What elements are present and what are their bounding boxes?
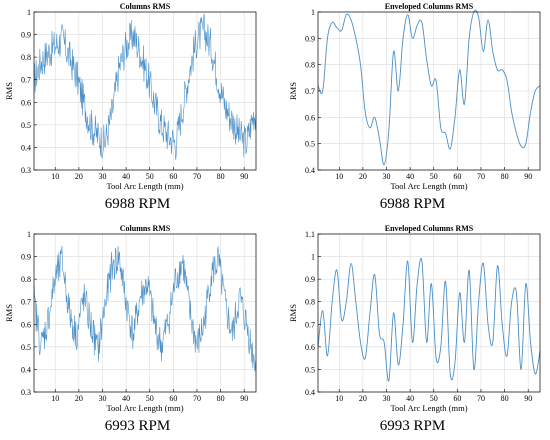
x-tick-label: 40 — [406, 394, 414, 403]
y-tick-label: 0.6 — [305, 343, 315, 352]
x-tick-label: 80 — [217, 172, 225, 181]
x-tick-label: 70 — [477, 394, 485, 403]
x-tick-label: 20 — [75, 394, 83, 403]
y-tick-label: 0.4 — [21, 143, 31, 152]
y-tick-label: 0.9 — [305, 34, 315, 43]
y-tick-label: 1.1 — [305, 230, 315, 239]
chart-panel: 10 20 30 40 50 60 70 80 90 0.3 0.4 0.5 0.6 0.7 0.8 0.9 1… — [4, 2, 257, 191]
series-line — [33, 13, 257, 160]
x-tick-label: 20 — [359, 394, 367, 403]
y-tick-label: 0.6 — [21, 320, 31, 329]
x-tick-label: 60 — [169, 394, 177, 403]
x-tick-label: 10 — [51, 172, 59, 181]
y-tick-label: 0.5 — [21, 121, 31, 130]
y-tick-label: 0.3 — [21, 388, 31, 397]
y-tick-label: 0.9 — [305, 275, 315, 284]
y-tick-label: 0.8 — [21, 53, 31, 62]
series-line — [317, 9, 541, 166]
panel-caption: 6993 RPM — [104, 418, 171, 434]
axes-frame — [33, 233, 257, 393]
y-tick-label: 0.5 — [21, 343, 31, 352]
x-tick-label: 60 — [169, 172, 177, 181]
panel-caption: 6988 RPM — [379, 196, 446, 212]
chart-panel: 10 20 30 40 50 60 70 80 90 0.4 0.5 0.6 0.7 0.8 0.9 1 1.1… — [288, 224, 541, 413]
y-tick-label: 0.8 — [21, 275, 31, 284]
y-tick-label: 0.4 — [21, 365, 31, 374]
x-tick-label: 40 — [406, 172, 414, 181]
chart-panel: 10 20 30 40 50 60 70 80 90 0.4 0.5 0.6 0.7 0.8 0.9 1 Env… — [288, 2, 541, 191]
y-tick-label: 1 — [311, 253, 315, 262]
x-tick-label: 60 — [453, 394, 461, 403]
y-tick-label: 0.4 — [305, 166, 315, 175]
x-tick-label: 10 — [335, 172, 343, 181]
series-line — [33, 245, 257, 372]
x-tick-label: 30 — [98, 394, 106, 403]
series-line — [317, 258, 541, 382]
y-tick-label: 0.3 — [21, 166, 31, 175]
x-tick-label: 90 — [240, 172, 248, 181]
x-tick-label: 50 — [146, 394, 154, 403]
x-tick-label: 90 — [524, 172, 532, 181]
x-tick-label: 70 — [477, 172, 485, 181]
x-tick-label: 40 — [122, 394, 130, 403]
x-tick-label: 80 — [501, 172, 509, 181]
y-tick-label: 0.9 — [21, 31, 31, 40]
x-tick-label: 10 — [51, 394, 59, 403]
x-tick-label: 50 — [146, 172, 154, 181]
y-tick-label: 0.7 — [305, 320, 315, 329]
x-axis-label: Tool Arc Length (mm) — [390, 181, 467, 191]
chart-title: Enveloped Columns RMS — [385, 224, 474, 233]
y-tick-label: 0.7 — [21, 76, 31, 85]
x-tick-label: 70 — [193, 172, 201, 181]
x-tick-label: 30 — [382, 394, 390, 403]
chart-title: Columns RMS — [120, 224, 171, 233]
y-tick-label: 0.8 — [305, 298, 315, 307]
x-tick-label: 80 — [501, 394, 509, 403]
x-tick-label: 50 — [430, 172, 438, 181]
panel-caption: 6993 RPM — [379, 418, 446, 434]
x-tick-label: 30 — [382, 172, 390, 181]
y-tick-label: 0.5 — [305, 365, 315, 374]
x-tick-label: 50 — [430, 394, 438, 403]
x-axis-label: Tool Arc Length (mm) — [106, 181, 183, 191]
y-axis-label: RMS — [4, 82, 14, 100]
chart-title: Columns RMS — [120, 2, 171, 11]
x-tick-label: 30 — [98, 172, 106, 181]
x-axis-label: Tool Arc Length (mm) — [390, 403, 467, 413]
x-tick-label: 20 — [75, 172, 83, 181]
x-tick-label: 70 — [193, 394, 201, 403]
chart-title: Enveloped Columns RMS — [385, 2, 474, 11]
y-tick-label: 0.6 — [21, 98, 31, 107]
y-tick-label: 0.7 — [21, 298, 31, 307]
y-tick-label: 1 — [311, 8, 315, 17]
y-tick-label: 1 — [27, 230, 31, 239]
x-tick-label: 40 — [122, 172, 130, 181]
x-tick-label: 90 — [524, 394, 532, 403]
y-axis-label: RMS — [288, 304, 298, 322]
y-axis-label: RMS — [4, 304, 14, 322]
chart-panel: 10 20 30 40 50 60 70 80 90 0.3 0.4 0.5 0.6 0.7 0.8 0.9 1… — [4, 224, 257, 413]
x-tick-label: 10 — [335, 394, 343, 403]
x-axis-label: Tool Arc Length (mm) — [106, 403, 183, 413]
x-tick-label: 60 — [453, 172, 461, 181]
panel-caption: 6988 RPM — [104, 196, 171, 212]
y-tick-label: 1 — [27, 8, 31, 17]
x-tick-label: 20 — [359, 172, 367, 181]
y-tick-label: 0.5 — [305, 140, 315, 149]
axes-frame — [317, 233, 541, 393]
y-tick-label: 0.4 — [305, 388, 315, 397]
x-tick-label: 80 — [217, 394, 225, 403]
y-tick-label: 0.6 — [305, 113, 315, 122]
x-tick-label: 90 — [240, 394, 248, 403]
y-tick-label: 0.8 — [305, 61, 315, 70]
y-axis-label: RMS — [288, 82, 298, 100]
y-tick-label: 0.7 — [305, 87, 315, 96]
y-tick-label: 0.9 — [21, 253, 31, 262]
axes-frame — [33, 11, 257, 171]
